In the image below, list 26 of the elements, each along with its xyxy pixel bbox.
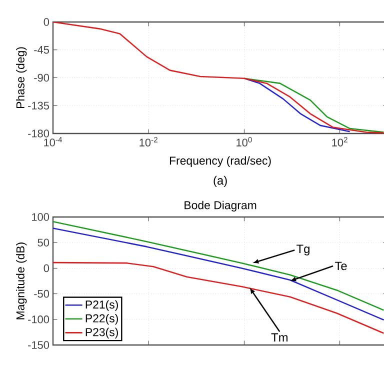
y-tick-label: 0 (44, 18, 50, 26)
annotation: Tg (296, 244, 310, 256)
text: (a) (214, 176, 227, 188)
y-axis-title: Magnitude (dB) (16, 242, 27, 320)
x-tick-label: 10$^{-2}$ (140, 137, 158, 146)
y-tick-label: -100 (28, 316, 50, 324)
y-tick-label: -180 (28, 130, 50, 138)
y-tick-label: -50 (34, 290, 50, 298)
legend-label: P23(s) (86, 328, 118, 338)
legend-label: P22(s) (86, 314, 118, 325)
y-axis-title: Phase (deg) (16, 47, 27, 108)
chart-title: Bode Diagram (184, 200, 256, 212)
y-tick-label: 100 (32, 213, 50, 221)
annotation: Tm (271, 333, 288, 342)
y-tick-label: -135 (28, 102, 50, 110)
legend-label: P21(s) (86, 300, 118, 311)
x-tick-label: 10$^{2}$ (332, 137, 348, 146)
annotation: Te (334, 262, 347, 270)
y-tick-label: 0 (44, 264, 50, 272)
y-tick-label: -150 (28, 341, 50, 349)
y-tick-label: -90 (34, 74, 50, 82)
x-axis-title: Frequency (rad/sec) (170, 156, 271, 167)
y-tick-label: 50 (38, 238, 50, 246)
y-tick-label: -45 (34, 46, 50, 54)
x-tick-label: 10$^{-4}$ (44, 137, 62, 146)
x-tick-label: 10$^{0}$ (236, 137, 252, 146)
